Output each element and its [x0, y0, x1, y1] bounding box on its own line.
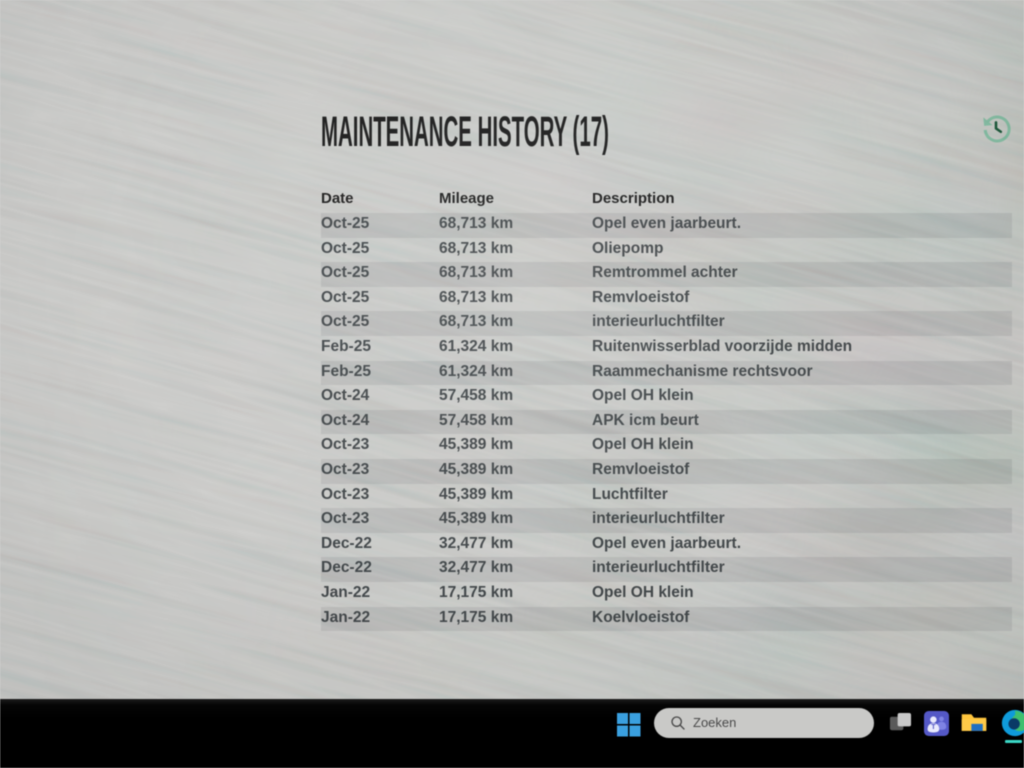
- svg-text:T: T: [931, 723, 936, 731]
